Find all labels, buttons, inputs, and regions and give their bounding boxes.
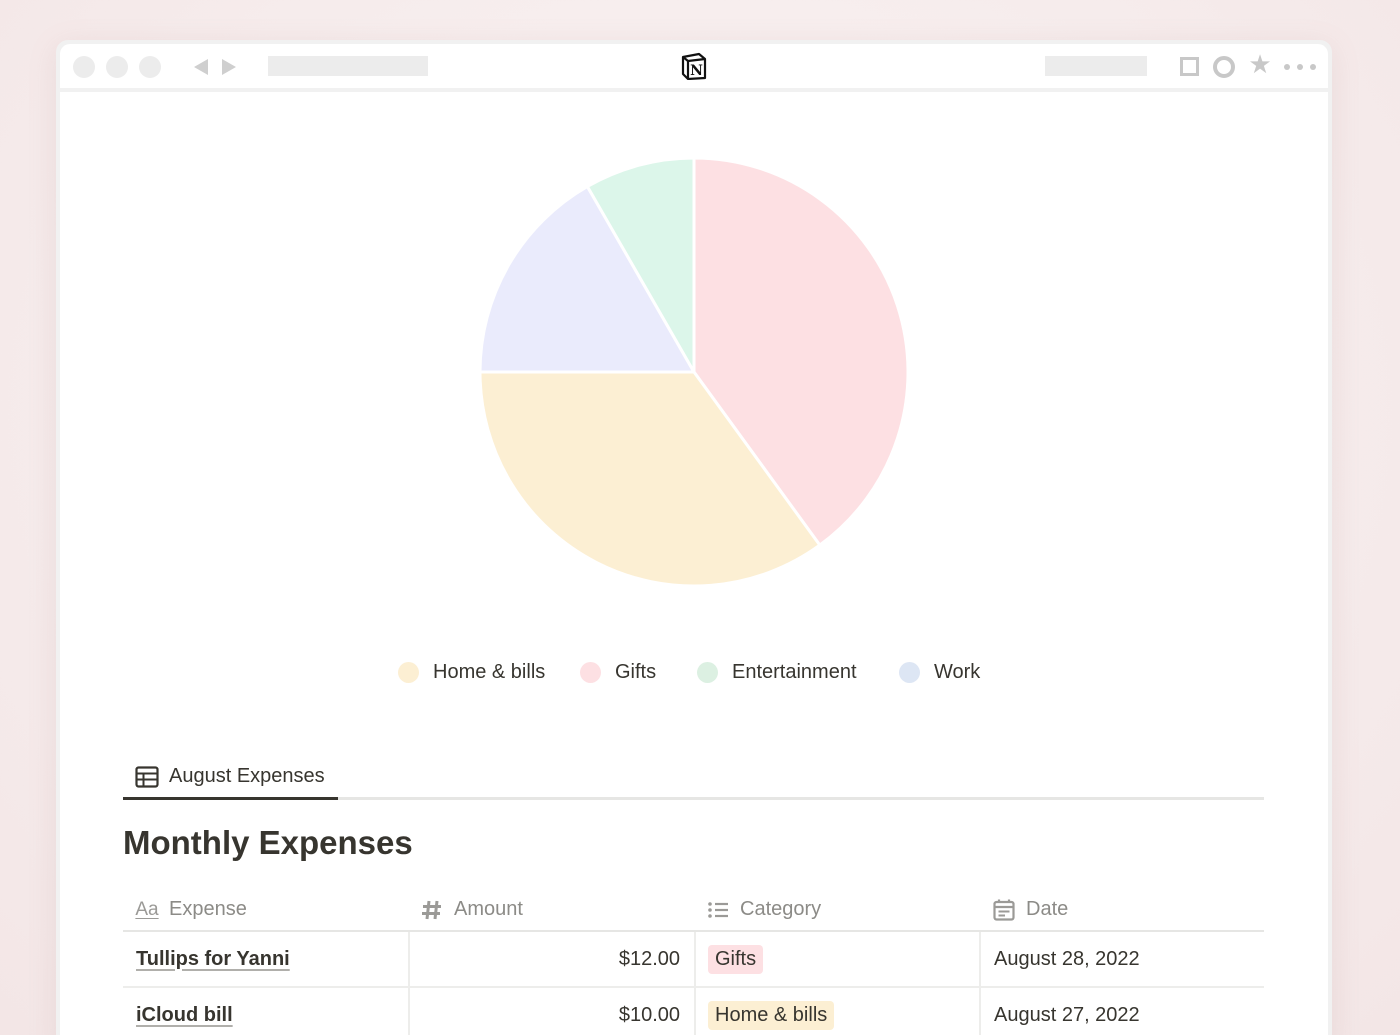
tab-label: August Expenses: [169, 765, 325, 787]
window-minimize-button[interactable]: [106, 56, 128, 78]
column-header-expense[interactable]: Aa Expense: [135, 887, 247, 932]
date-cell[interactable]: August 27, 2022: [979, 988, 1264, 1035]
column-header-date-label: Date: [1026, 898, 1069, 920]
legend-item-gifts: Gifts: [580, 657, 656, 687]
category-tag: Gifts: [708, 944, 764, 974]
table-row[interactable]: Tullips for Yanni $12.00 Gifts August 28…: [123, 932, 1264, 988]
circle-icon[interactable]: [1213, 56, 1235, 78]
column-header-category[interactable]: Category: [706, 887, 821, 932]
category-cell[interactable]: Gifts: [694, 932, 979, 986]
window-maximize-button[interactable]: [139, 56, 161, 78]
amount-cell[interactable]: $12.00: [408, 932, 694, 986]
legend-dot-entertainment: [697, 661, 718, 683]
pie-slice-home-bills[interactable]: [478, 370, 822, 588]
toolbar-placeholder: [1045, 56, 1147, 76]
amount-value: $10.00: [618, 1003, 680, 1026]
chart-legend: Home & bills Gifts Entertainment Work: [60, 657, 1328, 687]
expense-link[interactable]: iCloud bill: [136, 1003, 233, 1026]
date-cell[interactable]: August 28, 2022: [979, 932, 1264, 986]
expense-cell[interactable]: iCloud bill: [123, 988, 408, 1035]
browser-toolbar: N ★: [60, 44, 1328, 88]
category-tag: Home & bills: [708, 1000, 835, 1030]
back-icon[interactable]: [194, 59, 208, 75]
tab-bar-divider: [123, 797, 1264, 800]
expenses-table: Aa Expense Amount: [123, 887, 1264, 1035]
column-header-amount-label: Amount: [454, 898, 523, 920]
expense-pie-chart: [478, 156, 910, 588]
square-icon[interactable]: [1180, 57, 1199, 76]
notion-logo-icon: N: [681, 52, 707, 80]
legend-label-work: Work: [934, 660, 981, 683]
column-header-category-label: Category: [740, 898, 822, 920]
column-header-amount[interactable]: Amount: [420, 887, 523, 932]
legend-item-home-bills: Home & bills: [398, 657, 545, 687]
page-title: Monthly Expenses: [123, 824, 413, 861]
amount-value: $12.00: [618, 947, 680, 970]
pie-slice-work[interactable]: [478, 184, 696, 374]
date-value: August 27, 2022: [994, 1003, 1140, 1026]
table-header-row: Aa Expense Amount: [123, 887, 1264, 932]
browser-window: N ★ Home & bills Gifts Entertainment: [56, 40, 1332, 1035]
column-header-expense-label: Expense: [169, 898, 247, 920]
legend-dot-home-bills: [398, 661, 419, 683]
more-options-icon[interactable]: [1282, 56, 1318, 76]
page-content: Home & bills Gifts Entertainment Work: [60, 92, 1328, 1035]
legend-dot-work: [899, 661, 920, 683]
legend-dot-gifts: [580, 661, 601, 683]
window-close-button[interactable]: [73, 56, 95, 78]
category-cell[interactable]: Home & bills: [694, 988, 979, 1035]
calendar-icon: [992, 899, 1016, 921]
legend-label-gifts: Gifts: [615, 660, 657, 683]
notion-logo-letter: N: [690, 63, 703, 79]
tab-august-expenses[interactable]: August Expenses: [123, 756, 338, 800]
pie-slice-gifts[interactable]: [692, 156, 910, 547]
legend-item-work: Work: [899, 657, 980, 687]
legend-label-home-bills: Home & bills: [433, 660, 546, 683]
legend-item-entertainment: Entertainment: [697, 657, 857, 687]
legend-label-entertainment: Entertainment: [732, 660, 857, 683]
table-row[interactable]: iCloud bill $10.00 Home & bills August 2…: [123, 988, 1264, 1035]
amount-cell[interactable]: $10.00: [408, 988, 694, 1035]
column-header-date[interactable]: Date: [992, 887, 1068, 932]
number-property-icon: [420, 899, 444, 921]
text-property-icon: Aa: [135, 898, 159, 920]
address-bar[interactable]: [268, 56, 428, 76]
list-property-icon: [706, 899, 730, 921]
star-icon[interactable]: ★: [1248, 50, 1272, 80]
expense-cell[interactable]: Tullips for Yanni: [123, 932, 408, 986]
table-icon: [135, 765, 159, 788]
date-value: August 28, 2022: [994, 947, 1140, 970]
expense-link[interactable]: Tullips for Yanni: [136, 947, 290, 970]
pie-slice-entertainment[interactable]: [585, 156, 696, 374]
forward-icon[interactable]: [222, 59, 236, 75]
